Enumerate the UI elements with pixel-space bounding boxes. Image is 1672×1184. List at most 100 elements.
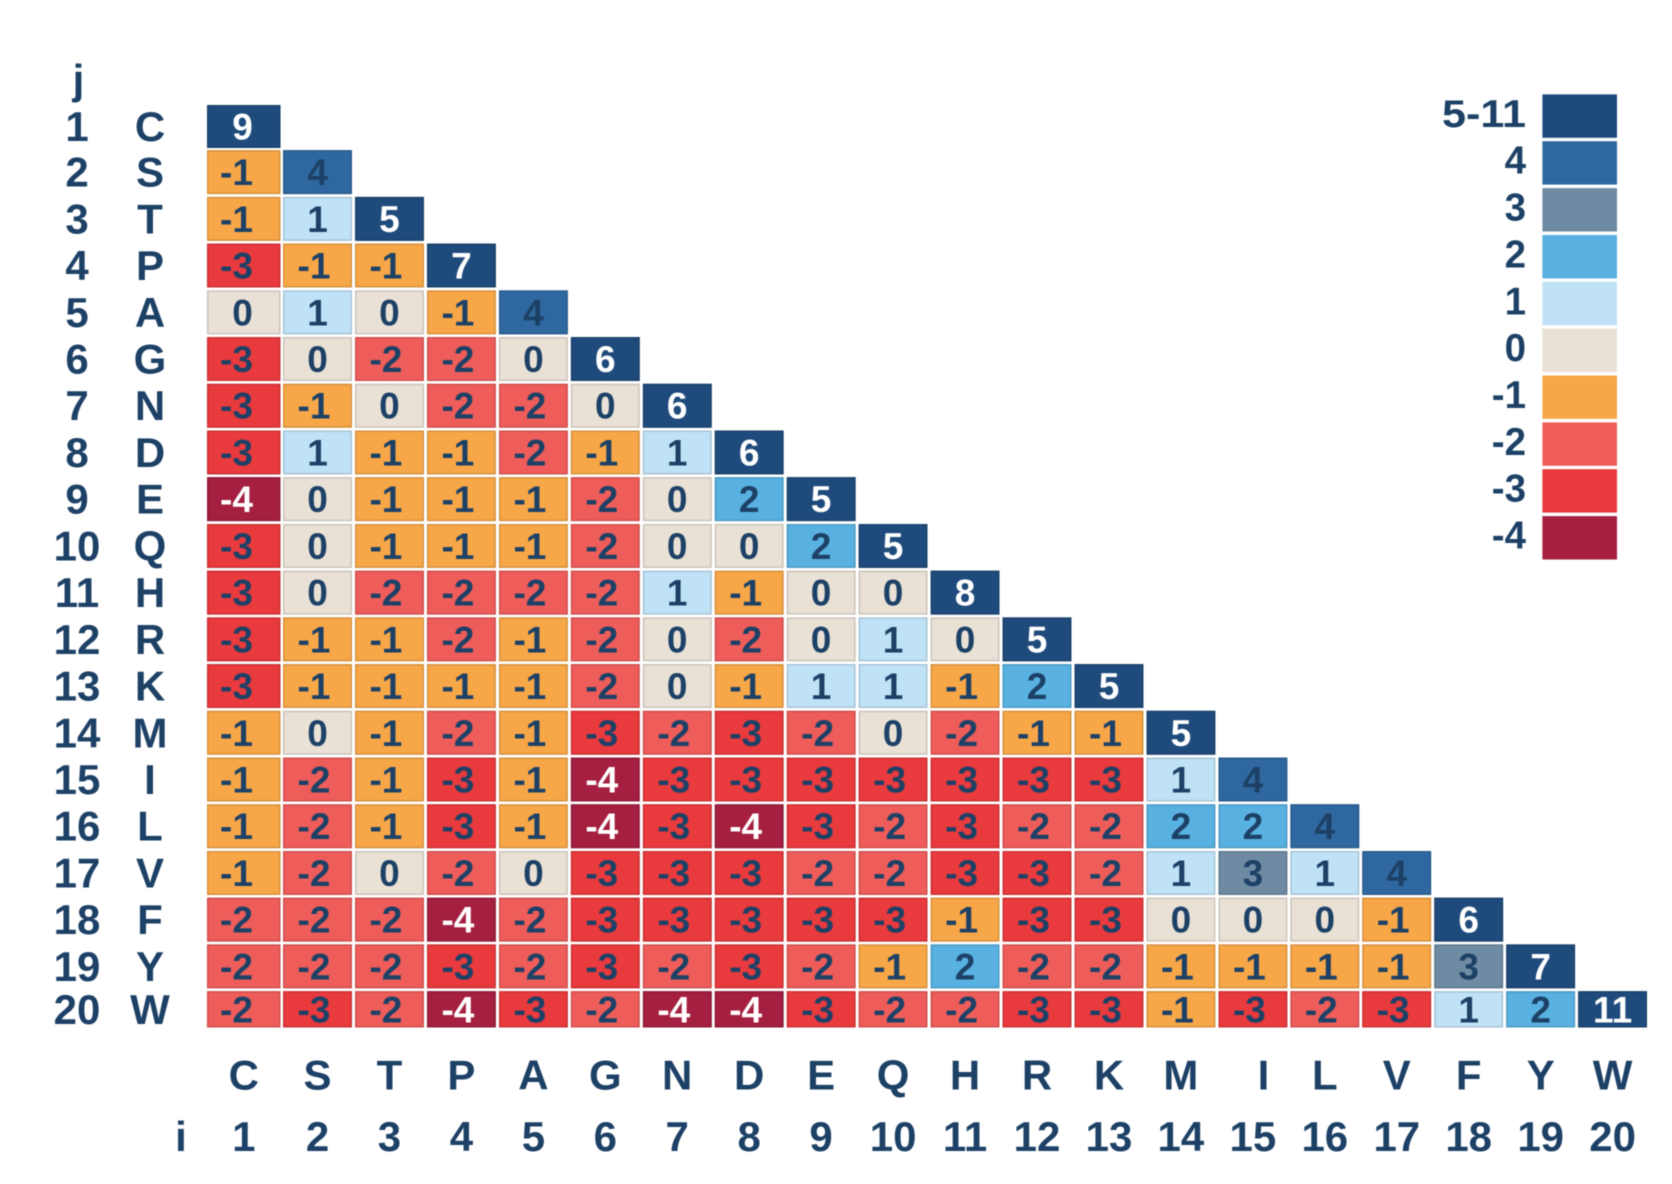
svg-text:I: I (144, 756, 156, 803)
svg-text:-1: -1 (585, 433, 618, 474)
svg-text:-3: -3 (945, 853, 978, 894)
svg-text:j: j (72, 56, 85, 103)
svg-text:6: 6 (594, 1113, 617, 1160)
svg-text:-1: -1 (220, 199, 253, 240)
svg-text:16: 16 (1301, 1113, 1348, 1160)
svg-text:2: 2 (811, 526, 832, 567)
svg-text:-2: -2 (1089, 946, 1122, 987)
svg-text:1: 1 (307, 292, 328, 333)
svg-text:0: 0 (667, 479, 688, 520)
svg-text:-3: -3 (441, 760, 474, 801)
svg-text:0: 0 (307, 479, 328, 520)
svg-text:-3: -3 (220, 619, 253, 660)
svg-text:-2: -2 (1017, 806, 1050, 847)
svg-text:0: 0 (883, 573, 904, 614)
svg-text:4: 4 (1387, 853, 1408, 894)
svg-text:-2: -2 (298, 900, 331, 941)
svg-text:5: 5 (1099, 666, 1120, 707)
svg-text:V: V (136, 850, 164, 897)
svg-text:10: 10 (870, 1113, 917, 1160)
svg-text:7: 7 (1530, 946, 1551, 987)
svg-text:20: 20 (54, 986, 101, 1033)
svg-text:i: i (175, 1113, 187, 1160)
svg-text:-2: -2 (1017, 946, 1050, 987)
svg-text:1: 1 (1171, 853, 1192, 894)
svg-text:-2: -2 (873, 853, 906, 894)
svg-text:-1: -1 (369, 246, 402, 287)
svg-text:2: 2 (1530, 989, 1551, 1030)
svg-text:G: G (134, 336, 167, 383)
svg-text:-2: -2 (441, 573, 474, 614)
svg-text:-3: -3 (220, 666, 253, 707)
svg-text:-1: -1 (298, 666, 331, 707)
svg-text:14: 14 (1158, 1113, 1205, 1160)
svg-text:11: 11 (55, 569, 99, 616)
svg-text:-2: -2 (513, 386, 546, 427)
svg-text:0: 0 (739, 526, 760, 567)
svg-text:-2: -2 (657, 946, 690, 987)
svg-text:-2: -2 (369, 946, 402, 987)
svg-text:-3: -3 (1089, 760, 1122, 801)
svg-text:-3: -3 (1089, 989, 1122, 1030)
svg-text:-2: -2 (1492, 421, 1526, 464)
svg-text:H: H (135, 569, 165, 616)
svg-text:P: P (447, 1052, 475, 1099)
svg-text:12: 12 (1014, 1113, 1061, 1160)
svg-text:3: 3 (378, 1113, 401, 1160)
svg-text:A: A (135, 289, 165, 336)
svg-text:-3: -3 (220, 433, 253, 474)
svg-text:-1: -1 (441, 526, 474, 567)
svg-text:T: T (137, 195, 163, 242)
svg-text:-2: -2 (298, 853, 331, 894)
svg-text:-4: -4 (585, 760, 618, 801)
svg-text:8: 8 (738, 1113, 761, 1160)
svg-text:4: 4 (1505, 140, 1527, 183)
svg-text:-3: -3 (657, 760, 690, 801)
svg-text:-2: -2 (657, 713, 690, 754)
svg-text:-2: -2 (801, 946, 834, 987)
svg-text:15: 15 (54, 756, 101, 803)
svg-text:F: F (1456, 1052, 1482, 1099)
svg-text:5: 5 (1171, 713, 1192, 754)
svg-text:7: 7 (65, 382, 88, 429)
svg-text:-1: -1 (369, 806, 402, 847)
svg-text:2: 2 (739, 479, 760, 520)
svg-text:6: 6 (65, 336, 88, 383)
svg-text:9: 9 (65, 476, 88, 523)
svg-text:-1: -1 (513, 479, 546, 520)
svg-text:0: 0 (232, 292, 253, 333)
svg-text:-2: -2 (585, 666, 618, 707)
svg-text:-1: -1 (513, 713, 546, 754)
svg-text:-2: -2 (441, 713, 474, 754)
svg-text:-2: -2 (220, 989, 253, 1030)
svg-text:-2: -2 (220, 946, 253, 987)
svg-text:-3: -3 (585, 900, 618, 941)
svg-text:-1: -1 (1017, 713, 1050, 754)
svg-text:-2: -2 (441, 853, 474, 894)
svg-text:N: N (135, 382, 165, 429)
svg-text:1: 1 (667, 573, 688, 614)
svg-text:17: 17 (1373, 1113, 1420, 1160)
svg-text:-3: -3 (657, 853, 690, 894)
svg-text:11: 11 (1593, 989, 1632, 1030)
svg-text:-3: -3 (945, 806, 978, 847)
svg-text:Q: Q (877, 1052, 910, 1099)
svg-text:19: 19 (1517, 1113, 1564, 1160)
svg-text:-1: -1 (220, 806, 253, 847)
svg-text:8: 8 (955, 573, 976, 614)
svg-text:6: 6 (739, 433, 760, 474)
svg-text:-1: -1 (1089, 713, 1122, 754)
svg-text:-2: -2 (298, 760, 331, 801)
svg-text:-1: -1 (513, 666, 546, 707)
svg-text:-3: -3 (220, 526, 253, 567)
svg-text:-3: -3 (220, 339, 253, 380)
svg-text:5: 5 (1027, 619, 1048, 660)
svg-text:1: 1 (65, 103, 88, 150)
svg-text:-3: -3 (1233, 989, 1266, 1030)
svg-text:7: 7 (451, 246, 472, 287)
svg-text:-3: -3 (729, 853, 762, 894)
svg-text:C: C (135, 103, 165, 150)
svg-text:9: 9 (232, 107, 253, 148)
svg-text:4: 4 (1243, 760, 1264, 801)
svg-text:-2: -2 (220, 900, 253, 941)
